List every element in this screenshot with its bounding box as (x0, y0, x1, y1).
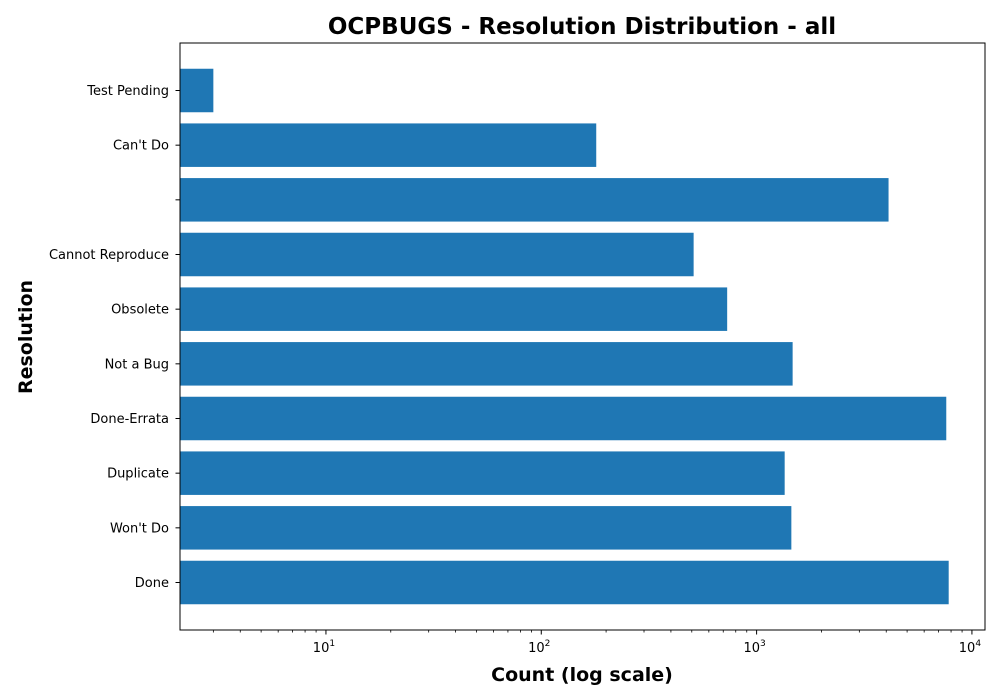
bar (180, 506, 792, 550)
x-tick-exponent: 3 (760, 639, 766, 649)
bar (180, 68, 214, 113)
x-tick-base: 10 (313, 641, 330, 656)
bar (180, 342, 793, 386)
y-tick-label: Duplicate (107, 467, 169, 482)
bar (180, 232, 694, 277)
y-tick-label: Obsolete (111, 303, 169, 318)
bar (180, 560, 949, 605)
bar (180, 178, 889, 222)
y-tick-label: Done-Errata (90, 412, 169, 427)
x-tick-base: 10 (743, 641, 760, 656)
x-tick-exponent: 4 (975, 639, 981, 649)
y-tick-label: Can't Do (113, 139, 169, 154)
y-axis-title: Resolution (15, 280, 37, 394)
bar (180, 451, 785, 495)
plot-area: Done Won't Do Duplicate Done-Errata Not a Bu… (49, 42, 986, 656)
y-tick-label: Cannot Reproduce (49, 248, 169, 263)
chart-title: OCPBUGS - Resolution Distribution - all (328, 14, 836, 40)
x-tick-base: 10 (959, 641, 976, 656)
y-tick-label: Not a Bug (105, 357, 169, 372)
y-tick-label: Test Pending (86, 84, 169, 99)
bar (180, 123, 597, 167)
x-tick-label: 103 (743, 639, 765, 656)
x-tick-exponent: 1 (329, 639, 335, 649)
x-tick-label: 104 (959, 639, 982, 656)
x-axis-title: Count (log scale) (491, 664, 673, 686)
y-tick-label: Done (135, 576, 169, 591)
bar (180, 287, 728, 331)
x-tick-base: 10 (528, 641, 545, 656)
x-tick-exponent: 2 (545, 639, 551, 649)
x-tick-label: 101 (313, 639, 335, 656)
x-tick-label: 102 (528, 639, 550, 656)
bar (180, 396, 947, 441)
y-tick-label: Won't Do (110, 521, 169, 536)
axes-frame (179, 42, 986, 631)
